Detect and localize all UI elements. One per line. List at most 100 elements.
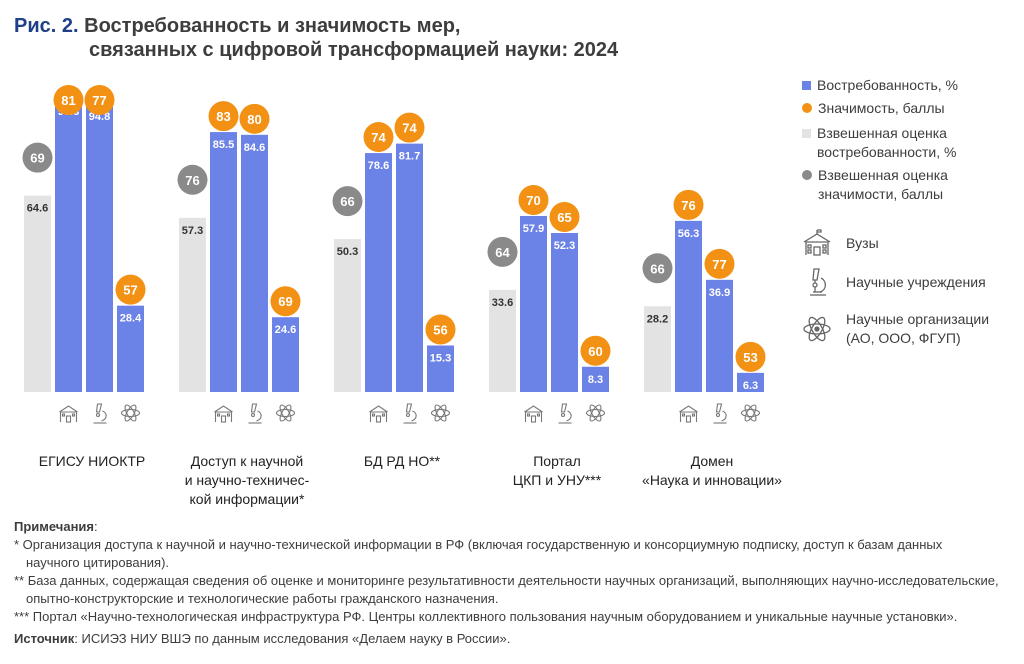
bar-value-label: 56.3 xyxy=(678,228,699,240)
category-label-line: Доступ к научной xyxy=(190,453,304,469)
category-label: ЕГИСУ НИОКТР xyxy=(7,452,177,471)
demand-bar xyxy=(117,305,144,392)
importance-circle xyxy=(53,85,84,115)
atom-icon xyxy=(585,404,606,422)
demand-bar xyxy=(675,220,702,392)
legend-weighted-demand-label-2: востребованности, % xyxy=(817,144,957,160)
legend-research-institutions-label: Научные учреждения xyxy=(846,274,986,290)
title-line-2: связанных с цифровой трансформацией наук… xyxy=(89,39,619,61)
title-line-1: Востребованность и значимость мер, xyxy=(84,15,461,37)
importance-value-label: 74 xyxy=(402,121,417,136)
legend-research-institutions: Научные учреждения xyxy=(802,266,986,298)
importance-value-label: 57 xyxy=(123,283,137,298)
university-icon xyxy=(59,405,78,423)
demand-bar xyxy=(582,366,609,392)
demand-bar xyxy=(210,132,237,392)
bar-group: 57.3 85.5 84.6 24.6 76 83 80 69 xyxy=(177,101,301,424)
importance-value-label: 66 xyxy=(340,194,354,209)
university-icon xyxy=(803,229,831,256)
note-3: *** Портал «Научно-технологическая инфра… xyxy=(14,609,958,624)
category-label-line: ЦКП и УНУ*** xyxy=(512,472,602,488)
importance-value-label: 69 xyxy=(278,294,292,309)
bar-value-label: 57.9 xyxy=(523,223,544,235)
importance-value-label: 83 xyxy=(216,109,230,124)
bar-group: 50.3 78.6 81.7 15.3 66 74 74 56 xyxy=(332,112,456,424)
category-label: Портал ЦКП и УНУ*** xyxy=(472,452,642,490)
microscope-icon xyxy=(93,403,107,424)
note-1-line-1: * Организация доступа к научной и научно… xyxy=(14,537,943,552)
bar-group: 33.6 57.9 52.3 8.3 64 70 65 60 xyxy=(487,184,611,424)
demand-bar xyxy=(396,143,423,392)
note-1-line-2: научного цитирования). xyxy=(26,555,170,570)
importance-circle xyxy=(673,189,704,220)
importance-circle xyxy=(208,101,239,132)
bar-value-label: 36.9 xyxy=(709,287,730,299)
importance-circle xyxy=(270,286,301,317)
demand-bar xyxy=(427,345,454,392)
demand-bar xyxy=(241,134,268,393)
microscope-icon xyxy=(713,403,727,424)
university-icon xyxy=(369,405,388,423)
source-label: Источник xyxy=(14,631,75,646)
figure-number: Рис. 2. xyxy=(14,15,79,37)
weighted-importance-circle xyxy=(487,236,518,267)
atom-icon xyxy=(740,404,761,422)
weighted-bar xyxy=(179,217,206,392)
importance-value-label: 65 xyxy=(557,210,571,225)
notes: Примечания: * Организация доступа к науч… xyxy=(14,518,1014,648)
bar-value-label: 64.6 xyxy=(27,203,48,215)
demand-bar xyxy=(365,153,392,392)
weighted-importance-circle xyxy=(177,164,208,195)
university-icon xyxy=(524,405,543,423)
university-icon xyxy=(214,405,233,423)
bar-value-label: 52.3 xyxy=(554,240,575,252)
importance-value-label: 76 xyxy=(681,198,695,213)
importance-circle xyxy=(84,85,115,115)
legend-research-orgs-label-2: (АО, ООО, ФГУП) xyxy=(846,330,961,346)
category-label-line: «Наука и инновации» xyxy=(642,472,782,488)
importance-value-label: 77 xyxy=(92,93,106,108)
chart-plot: 64.696.394.828.46981775757.385.584.624.6… xyxy=(22,85,766,424)
importance-circle xyxy=(394,112,425,143)
category-label-line: Домен xyxy=(690,453,734,469)
importance-circle xyxy=(580,335,611,366)
importance-value-label: 64 xyxy=(495,245,510,260)
source-text: : ИСИЭЗ НИУ ВШЭ по данным исследования «… xyxy=(74,631,511,646)
legend-weighted-importance-label-1: Взвешенная оценка xyxy=(818,167,948,183)
legend-demand: Востребованность, % xyxy=(802,76,958,95)
note-2-line-2: опытно-конструкторские и технологические… xyxy=(26,591,499,606)
importance-circle xyxy=(549,202,580,233)
bar-value-label: 50.3 xyxy=(337,246,358,258)
university-icon xyxy=(679,405,698,423)
importance-circle xyxy=(425,314,456,345)
bar-value-label: 8.3 xyxy=(588,374,603,386)
legend-universities-label: Вузы xyxy=(846,235,879,251)
legend-weighted-demand-swatch xyxy=(802,129,811,138)
importance-value-label: 70 xyxy=(526,193,540,208)
bar-value-label: 33.6 xyxy=(492,297,513,309)
importance-value-label: 60 xyxy=(588,344,602,359)
importance-value-label: 53 xyxy=(743,350,757,365)
legend-weighted-importance-swatch xyxy=(802,170,812,180)
category-label-line: ЕГИСУ НИОКТР xyxy=(38,453,146,469)
legend-weighted-demand-label-1: Взвешенная оценка xyxy=(817,125,947,141)
demand-bar xyxy=(737,372,764,392)
bar-value-label: 81.7 xyxy=(399,151,420,163)
weighted-importance-circle xyxy=(332,186,363,217)
importance-circle xyxy=(704,248,735,279)
category-label-line: Портал xyxy=(533,453,581,469)
demand-bar xyxy=(551,233,578,392)
importance-circle xyxy=(239,103,270,134)
category-label-line: и научно-техничес- xyxy=(184,472,310,488)
importance-value-label: 74 xyxy=(371,130,386,145)
weighted-bar xyxy=(644,306,671,392)
legend-weighted-demand: Взвешенная оценка востребованности, % xyxy=(802,124,956,162)
importance-value-label: 66 xyxy=(650,261,664,276)
microscope-icon xyxy=(810,268,827,296)
bar-group: 28.2 56.3 36.9 6.3 66 76 77 53 xyxy=(642,189,766,424)
atom-icon xyxy=(430,404,451,422)
importance-circle xyxy=(735,341,766,372)
atom-icon xyxy=(803,316,831,342)
importance-value-label: 77 xyxy=(712,257,726,272)
